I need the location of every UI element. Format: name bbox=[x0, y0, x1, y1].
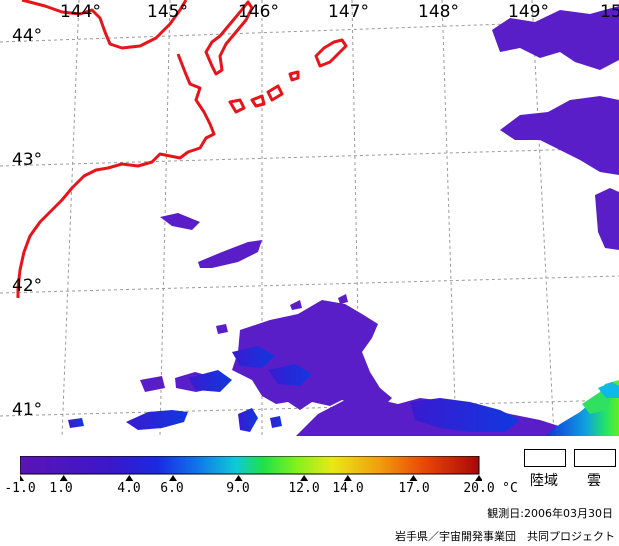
colorbar-tick-label: -1.0 bbox=[4, 481, 36, 496]
colorbar-tick-label: 9.0 bbox=[226, 481, 250, 496]
colorbar-tick-label: 17.0 bbox=[398, 481, 430, 496]
colorbar-tick-mark bbox=[125, 475, 134, 481]
sst-warm-water bbox=[545, 380, 619, 436]
credit-text: 岩手県／宇宙開発事業団 共同プロジェクト bbox=[395, 530, 615, 543]
colorbar-gradient bbox=[20, 456, 480, 475]
colorbar-ticks bbox=[20, 475, 482, 481]
lon-label-144: 144° bbox=[60, 2, 101, 22]
colorbar-tick-label: 20.0 bbox=[463, 481, 495, 496]
coastline bbox=[16, 0, 348, 298]
lon-label-150: 15 bbox=[600, 2, 619, 22]
sst-mid-water bbox=[68, 346, 520, 432]
colorbar-tick-mark bbox=[409, 475, 418, 481]
lon-label-146: 146° bbox=[238, 2, 279, 22]
colorbar-tick-label: 14.0 bbox=[332, 481, 364, 496]
lat-label-43: 43° bbox=[12, 150, 43, 170]
colorbar-tick-label: 12.0 bbox=[288, 481, 320, 496]
colorbar-tick-mark bbox=[20, 475, 24, 481]
lon-label-147: 147° bbox=[328, 2, 369, 22]
lat-label-42: 42° bbox=[12, 276, 43, 296]
land-legend-label: 陸域 bbox=[530, 473, 558, 489]
colorbar-tick-mark bbox=[475, 475, 482, 481]
lon-label-148: 148° bbox=[418, 2, 459, 22]
colorbar-tick-mark bbox=[59, 475, 68, 481]
colorbar-tick-mark bbox=[343, 475, 352, 481]
sst-cold-water bbox=[140, 6, 619, 436]
colorbar-tick-label: 1.0 bbox=[49, 481, 73, 496]
colorbar-unit: °C bbox=[502, 481, 518, 496]
lat-label-41: 41° bbox=[12, 400, 43, 420]
land-legend-swatch bbox=[524, 449, 566, 467]
temperature-colorbar bbox=[20, 456, 482, 481]
colorbar-tick-mark bbox=[300, 475, 309, 481]
lat-label-44: 44° bbox=[12, 26, 43, 46]
cloud-legend-label: 雲 bbox=[587, 473, 601, 489]
cloud-legend-swatch bbox=[574, 449, 616, 467]
lon-label-145: 145° bbox=[147, 2, 188, 22]
sst-map bbox=[0, 0, 619, 436]
lon-label-149: 149° bbox=[508, 2, 549, 22]
colorbar-tick-mark bbox=[169, 475, 177, 481]
colorbar-tick-mark bbox=[234, 475, 243, 481]
observation-date: 観測日:2006年03月30日 bbox=[487, 507, 613, 520]
colorbar-tick-label: 6.0 bbox=[160, 481, 184, 496]
colorbar-tick-label: 4.0 bbox=[117, 481, 141, 496]
